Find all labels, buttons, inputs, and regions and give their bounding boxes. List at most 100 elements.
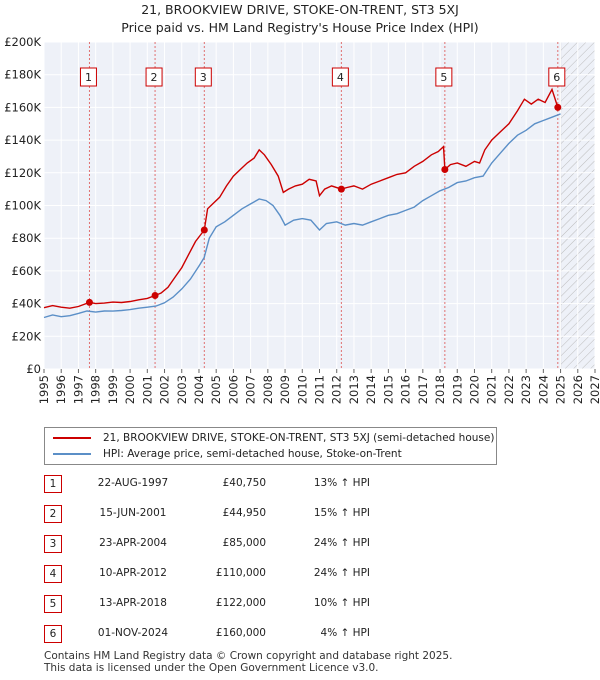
x-tick-label: 2027 [588,375,600,404]
transaction-number: 1 [44,475,62,493]
x-tick-label: 2002 [158,375,172,404]
x-tick-label: 2001 [140,375,154,404]
legend: 21, BROOKVIEW DRIVE, STOKE-ON-TRENT, ST3… [44,427,497,465]
chart-title-line2: Price paid vs. HM Land Registry's House … [121,20,479,35]
hpi-series-line [43,113,561,319]
sale-point [151,292,159,300]
sale-marker-label: 2 [151,71,158,84]
price-chart: 1 2 3 4 5 6 £0 £20K £40K £60K £80K £100K £120K £140K… [4,35,600,404]
x-tick-label: 2023 [519,375,533,404]
x-tick-label: 2024 [536,375,550,404]
y-tick-label: £40K [12,297,42,311]
x-tick-label: 2022 [502,375,516,404]
transaction-row: 1 22-AUG-1997 £40,750 13% ↑ HPI [0,475,600,495]
sale-marker-label: 3 [200,71,207,84]
chart-title-line1: 21, BROOKVIEW DRIVE, STOKE-ON-TRENT, ST3… [141,2,459,17]
y-tick-label: £100K [4,199,41,213]
legend-swatch-hpi [53,453,91,455]
x-tick-label: 2004 [192,375,206,404]
transaction-price: £160,000 [215,627,266,639]
transaction-date: 22-AUG-1997 [97,477,169,489]
transaction-price: £40,750 [222,477,266,489]
x-tick-label: 2000 [123,375,137,404]
sale-marker-box [548,67,566,87]
transaction-hpi: 15% ↑ HPI [313,507,370,519]
transaction-row: 5 13-APR-2018 £122,000 10% ↑ HPI [0,595,600,615]
transaction-number: 3 [44,535,62,553]
transaction-hpi: 13% ↑ HPI [313,477,370,489]
transaction-row: 6 01-NOV-2024 £160,000 4% ↑ HPI [0,625,600,645]
sale-marker-box [145,67,163,87]
x-tick-label: 2008 [261,375,275,404]
transaction-date: 23-APR-2004 [99,537,167,549]
x-tick-label: 1995 [37,375,51,404]
transaction-date: 15-JUN-2001 [99,507,167,519]
x-tick-label: 2011 [313,375,327,404]
y-tick-label: £20K [12,329,42,343]
transaction-row: 3 23-APR-2004 £85,000 24% ↑ HPI [0,535,600,555]
transaction-row: 2 15-JUN-2001 £44,950 15% ↑ HPI [0,505,600,525]
transaction-hpi: 10% ↑ HPI [313,597,370,609]
x-tick-label: 2016 [399,375,413,404]
transaction-date: 10-APR-2012 [99,567,167,579]
x-tick-label: 2009 [278,375,292,404]
sale-marker-box [194,67,212,87]
x-tick-label: 2005 [209,375,223,404]
y-tick-label: £140K [4,133,41,147]
x-tick-label: 2025 [554,375,568,404]
transaction-price: £110,000 [215,567,266,579]
transaction-hpi: 4% ↑ HPI [320,627,370,639]
transaction-price: £44,950 [222,507,266,519]
footer-copyright: Contains HM Land Registry data © Crown c… [44,650,453,662]
sale-marker-box [331,67,349,87]
x-tick-label: 2021 [485,375,499,404]
sale-marker-box [79,67,97,87]
transaction-number: 5 [44,595,62,613]
x-tick-label: 2015 [381,375,395,404]
transaction-price: £85,000 [222,537,266,549]
sale-point [85,298,93,306]
x-tick-label: 2026 [571,375,585,404]
legend-label-property: 21, BROOKVIEW DRIVE, STOKE-ON-TRENT, ST3… [103,432,495,444]
x-tick-label: 2020 [467,375,481,404]
sale-marker-label: 6 [553,71,560,84]
y-tick-label: £200K [4,35,41,49]
sale-marker-label: 1 [85,71,92,84]
legend-item-hpi: HPI: Average price, semi-detached house,… [53,446,402,462]
x-tick-label: 2012 [330,375,344,404]
x-tick-label: 2006 [226,375,240,404]
y-tick-label: £160K [4,100,41,114]
y-tick-label: £60K [12,264,42,278]
x-tick-label: 1998 [89,375,103,404]
x-tick-label: 2010 [295,375,309,404]
x-tick-label: 2019 [450,375,464,404]
y-tick-label: £80K [12,231,42,245]
x-tick-label: 2017 [416,375,430,404]
x-tick-label: 2018 [433,375,447,404]
sale-marker-label: 5 [440,71,447,84]
x-tick-label: 2013 [347,375,361,404]
transaction-number: 2 [44,505,62,523]
x-tick-label: 1996 [54,375,68,404]
y-tick-label: £0 [26,362,41,376]
sale-point [200,226,208,234]
sale-point [337,185,345,193]
transaction-hpi: 24% ↑ HPI [313,567,370,579]
transaction-hpi: 24% ↑ HPI [313,537,370,549]
y-tick-label: £120K [4,166,41,180]
footer-licence: This data is licensed under the Open Gov… [44,662,379,674]
x-tick-label: 2003 [175,375,189,404]
price-series-line [43,87,559,309]
sale-marker-label: 4 [337,71,344,84]
legend-label-hpi: HPI: Average price, semi-detached house,… [103,448,402,460]
transaction-date: 01-NOV-2024 [97,627,169,639]
legend-swatch-property [53,437,91,439]
legend-item-property: 21, BROOKVIEW DRIVE, STOKE-ON-TRENT, ST3… [53,430,494,446]
sale-point [441,166,449,174]
x-tick-label: 1999 [106,375,120,404]
transaction-number: 4 [44,565,62,583]
transaction-number: 6 [44,625,62,643]
x-tick-label: 2007 [244,375,258,404]
transaction-date: 13-APR-2018 [99,597,167,609]
y-tick-label: £180K [4,68,41,82]
